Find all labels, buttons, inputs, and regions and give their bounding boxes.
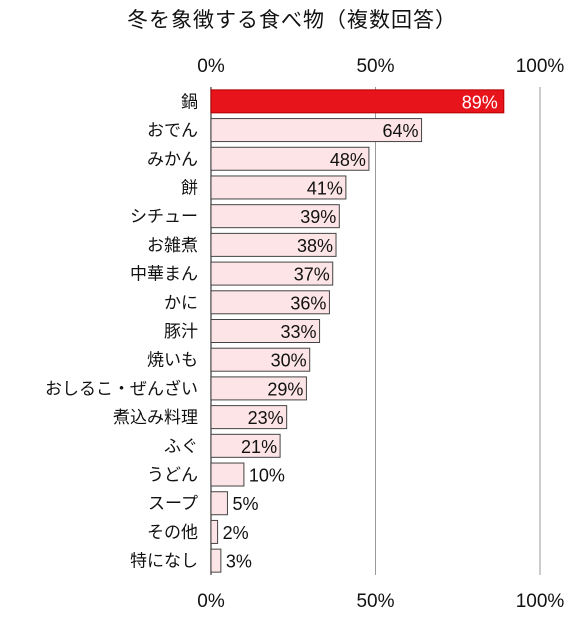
- bar-15: [210, 519, 219, 544]
- value-label-4: 39%: [300, 207, 336, 227]
- bar-0: [210, 89, 505, 114]
- category-label-4: シチュー: [130, 207, 198, 227]
- x-tick-top-2: 100%: [516, 56, 565, 77]
- x-tick-bottom-0: 0%: [197, 591, 225, 612]
- value-label-14: 5%: [232, 494, 258, 514]
- category-label-13: うどん: [147, 466, 198, 486]
- bar-9: [210, 347, 311, 372]
- category-label-5: お雑煮: [147, 236, 198, 256]
- category-labels: 鍋おでんみかん餅シチューお雑煮中華まんかに豚汁焼いもおしるこ・ぜんざい煮込み料理…: [45, 92, 198, 571]
- value-labels: 89% 64% 48% 41% 39% 38% 37% 36% 33% 30% 29% 23% 21% 1…: [223, 92, 498, 571]
- bar-12: [210, 433, 281, 458]
- bars: [210, 89, 505, 573]
- x-tick-bottom-1: 50%: [356, 591, 394, 612]
- bar-13: [210, 462, 245, 487]
- bar-1: [210, 118, 423, 143]
- x-ticks-top: 0% 50% 100%: [197, 56, 564, 77]
- x-tick-top-0: 0%: [197, 56, 225, 77]
- value-label-13: 10%: [249, 466, 285, 486]
- bar-11: [210, 405, 288, 430]
- value-label-12: 21%: [241, 437, 277, 457]
- category-label-7: かに: [164, 293, 198, 313]
- category-label-9: 焼いも: [147, 351, 198, 371]
- value-label-2: 48%: [330, 150, 366, 170]
- value-label-1: 64%: [383, 121, 419, 141]
- chart-title: 冬を象徴する食べ物（複数回答）: [127, 8, 457, 32]
- x-ticks-bottom: 0% 50% 100%: [197, 591, 564, 612]
- value-label-3: 41%: [307, 178, 343, 198]
- value-label-15: 2%: [223, 523, 249, 543]
- category-label-15: その他: [147, 523, 198, 543]
- bar-6: [210, 261, 334, 286]
- bar-10: [210, 376, 307, 401]
- category-label-11: 煮込み料理: [113, 408, 198, 428]
- value-label-7: 36%: [290, 293, 326, 313]
- bar-3: [210, 175, 347, 200]
- bar-16: [210, 548, 222, 573]
- category-label-3: 餅: [181, 178, 198, 198]
- value-label-8: 33%: [281, 322, 317, 342]
- category-label-8: 豚汁: [164, 322, 198, 342]
- value-label-0: 89%: [462, 92, 498, 112]
- category-label-14: スープ: [148, 494, 198, 514]
- x-tick-bottom-2: 100%: [516, 591, 565, 612]
- category-label-16: 特になし: [130, 552, 198, 572]
- category-label-2: みかん: [147, 150, 198, 170]
- bar-2: [210, 146, 370, 171]
- bar-5: [210, 232, 337, 257]
- value-label-10: 29%: [267, 379, 303, 399]
- bar-7: [210, 290, 330, 315]
- value-label-6: 37%: [294, 265, 330, 285]
- x-tick-top-1: 50%: [356, 56, 394, 77]
- category-label-6: 中華まん: [130, 265, 198, 285]
- category-label-0: 鍋: [181, 92, 198, 112]
- value-label-5: 38%: [297, 236, 333, 256]
- category-label-12: ふぐ: [164, 437, 198, 457]
- bar-8: [210, 319, 321, 343]
- bar-4: [210, 204, 340, 229]
- value-label-16: 3%: [226, 552, 252, 572]
- category-label-1: おでん: [147, 121, 198, 141]
- bar-14: [210, 491, 228, 516]
- category-label-10: おしるこ・ぜんざい: [45, 378, 198, 399]
- value-label-9: 30%: [271, 351, 307, 371]
- value-label-11: 23%: [248, 408, 284, 428]
